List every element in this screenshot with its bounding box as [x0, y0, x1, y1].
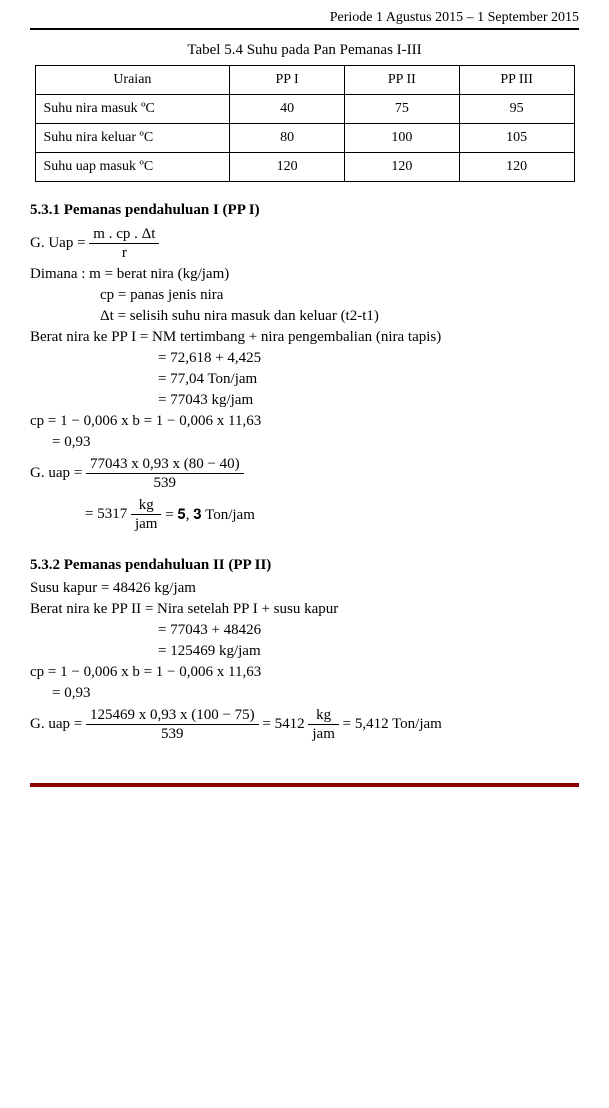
guap2-frac: 125469 x 0,93 x (100 − 75) 539 — [86, 706, 259, 743]
unit-den: jam — [131, 515, 162, 533]
cell-label: Suhu uap masuk ºC — [35, 153, 230, 182]
table-header-row: Uraian PP I PP II PP III — [35, 66, 574, 95]
col-pp2: PP II — [344, 66, 459, 95]
berat2-calc-2: = 125469 kg/jam — [30, 643, 579, 660]
guap-calc-pp2: G. uap = 125469 x 0,93 x (100 − 75) 539 … — [30, 706, 579, 743]
berat-calc-2: = 77,04 Ton/jam — [30, 371, 579, 388]
cp-calc-1: cp = 1 − 0,006 x b = 1 − 0,006 x 11,63 — [30, 413, 579, 430]
eq-num: m . cp . Δt — [89, 225, 159, 244]
guap-frac: 77043 x 0,93 x (80 − 40) 539 — [86, 455, 244, 492]
cell-val: 80 — [230, 124, 345, 153]
guap2-lhs: G. uap = — [30, 716, 82, 733]
dt-def: Δt = selisih suhu nira masuk dan keluar … — [30, 308, 579, 325]
footer-rule — [30, 783, 579, 787]
table-row: Suhu uap masuk ºC 120 120 120 — [35, 153, 574, 182]
cp2-calc-2: = 0,93 — [30, 685, 579, 702]
cell-val: 120 — [230, 153, 345, 182]
susu-kapur: Susu kapur = 48426 kg/jam — [30, 580, 579, 597]
guap-res-post: = 𝟓, 𝟑 Ton/jam — [165, 506, 255, 524]
dimana-label: Dimana : — [30, 266, 85, 282]
guap-res-pre: = 5317 — [85, 506, 127, 523]
guap2-mid: = 5412 — [262, 716, 304, 733]
table-caption: Tabel 5.4 Suhu pada Pan Pemanas I-III — [30, 42, 579, 59]
section-head-pp2: 5.3.2 Pemanas pendahuluan II (PP II) — [30, 557, 579, 574]
table-row: Suhu nira masuk ºC 40 75 95 — [35, 95, 574, 124]
cell-val: 75 — [344, 95, 459, 124]
guap-lhs: G. uap = — [30, 465, 82, 482]
guap-res-unit: kg jam — [131, 496, 162, 533]
berat-nira-pp2: Berat nira ke PP II = Nira setelah PP I … — [30, 601, 579, 618]
cell-label: Suhu nira masuk ºC — [35, 95, 230, 124]
unit2-den: jam — [308, 725, 339, 743]
guap-calc-pp1: G. uap = 77043 x 0,93 x (80 − 40) 539 — [30, 455, 579, 492]
temperature-table: Uraian PP I PP II PP III Suhu nira masuk… — [35, 65, 575, 182]
guap2-unit: kg jam — [308, 706, 339, 743]
guap2-post: = 5,412 Ton/jam — [343, 716, 442, 733]
unit2-num: kg — [308, 706, 339, 725]
cell-val: 100 — [344, 124, 459, 153]
eq-guap-def: G. Uap = m . cp . Δt r — [30, 225, 579, 262]
col-pp1: PP I — [230, 66, 345, 95]
header-period: Periode 1 Agustus 2015 – 1 September 201… — [30, 10, 579, 26]
section-head-pp1: 5.3.1 Pemanas pendahuluan I (PP I) — [30, 202, 579, 219]
guap2-num: 125469 x 0,93 x (100 − 75) — [86, 706, 259, 725]
berat2-calc-1: = 77043 + 48426 — [30, 622, 579, 639]
cell-label: Suhu nira keluar ºC — [35, 124, 230, 153]
guap-den: 539 — [86, 474, 244, 492]
col-pp3: PP III — [459, 66, 574, 95]
header-rule — [30, 28, 579, 30]
berat-nira-pp1: Berat nira ke PP I = NM tertimbang + nir… — [30, 329, 579, 346]
unit-num: kg — [131, 496, 162, 515]
berat-calc-3: = 77043 kg/jam — [30, 392, 579, 409]
col-uraian: Uraian — [35, 66, 230, 95]
cp-calc-2: = 0,93 — [30, 434, 579, 451]
cp-def: cp = panas jenis nira — [30, 287, 579, 304]
cell-val: 105 — [459, 124, 574, 153]
guap-result-pp1: = 5317 kg jam = 𝟓, 𝟑 Ton/jam — [30, 496, 579, 533]
guap2-den: 539 — [86, 725, 259, 743]
table-row: Suhu nira keluar ºC 80 100 105 — [35, 124, 574, 153]
eq-lhs: G. Uap = — [30, 235, 86, 252]
m-def: m = berat nira (kg/jam) — [89, 266, 229, 282]
guap-num: 77043 x 0,93 x (80 − 40) — [86, 455, 244, 474]
berat-calc-1: = 72,618 + 4,425 — [30, 350, 579, 367]
cell-val: 120 — [459, 153, 574, 182]
cp2-calc-1: cp = 1 − 0,006 x b = 1 − 0,006 x 11,63 — [30, 664, 579, 681]
eq-frac: m . cp . Δt r — [89, 225, 159, 262]
dimana-line: Dimana : m = berat nira (kg/jam) — [30, 266, 579, 283]
cell-val: 40 — [230, 95, 345, 124]
cell-val: 95 — [459, 95, 574, 124]
page: Periode 1 Agustus 2015 – 1 September 201… — [0, 0, 609, 805]
eq-den: r — [89, 244, 159, 262]
cell-val: 120 — [344, 153, 459, 182]
